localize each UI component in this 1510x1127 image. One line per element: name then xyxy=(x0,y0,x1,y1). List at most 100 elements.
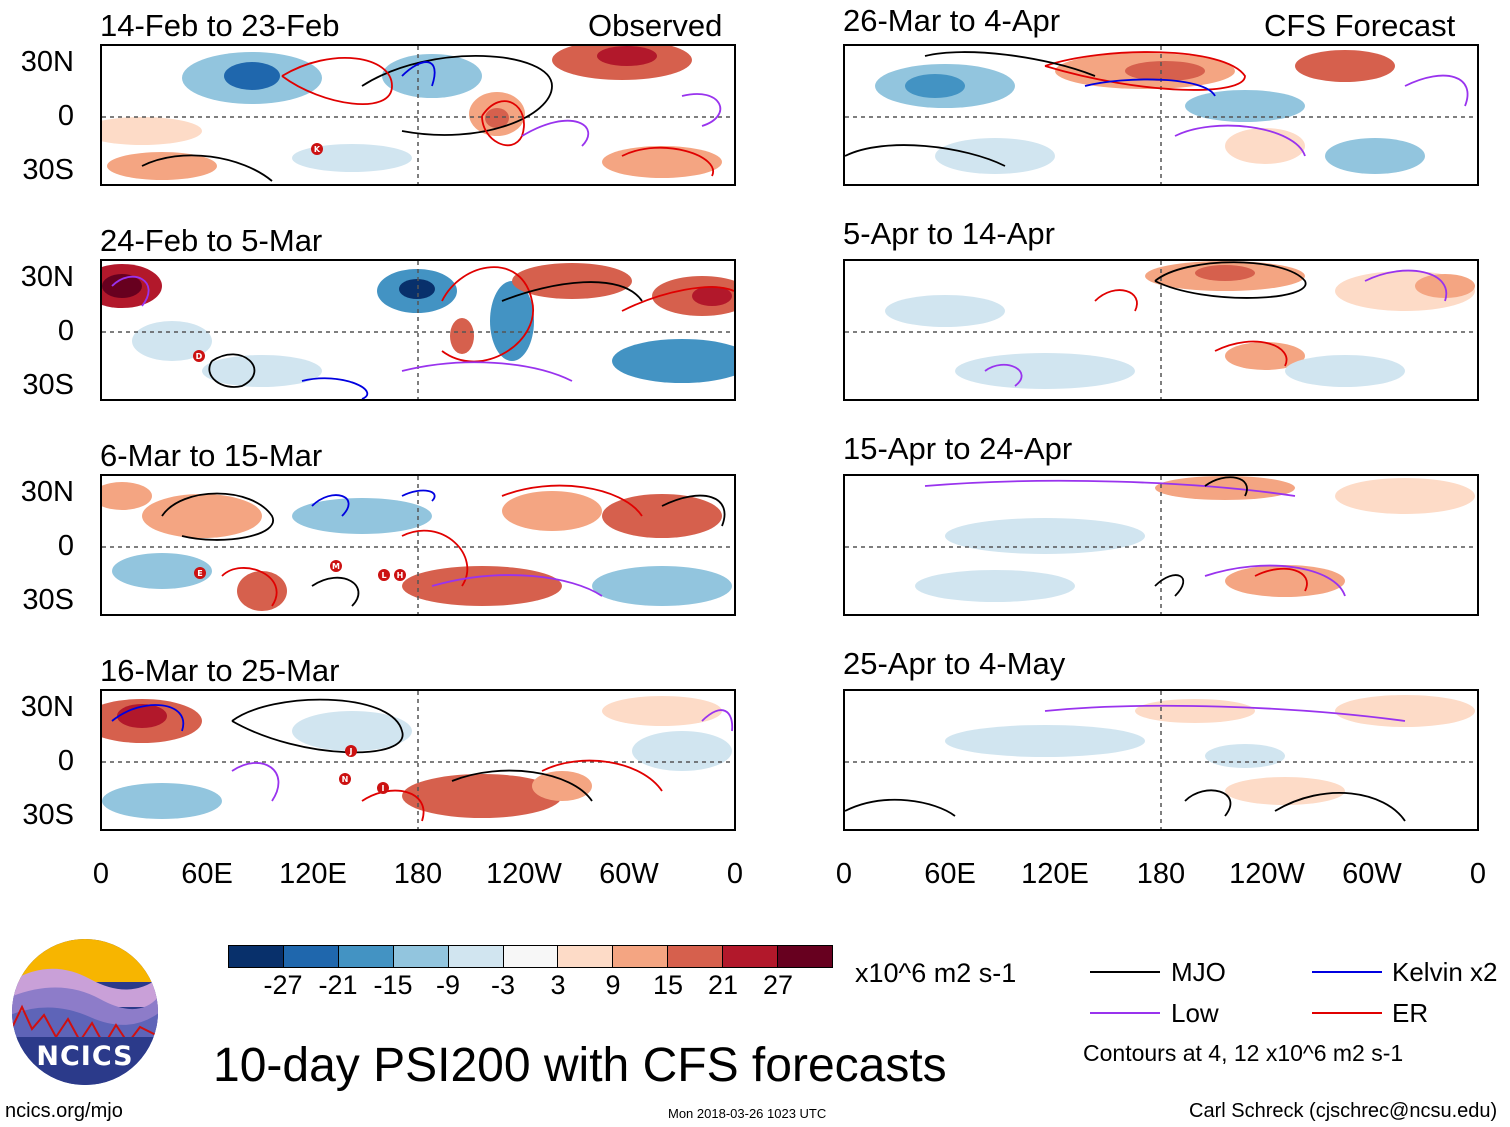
map-panel-2: D xyxy=(100,259,736,401)
colorbar-tick-label: 15 xyxy=(652,970,684,1000)
colorbar-tick-label: -15 xyxy=(373,970,413,1000)
lat-label-eq: 0 xyxy=(57,100,74,132)
storm-marker xyxy=(394,569,406,581)
colorbar-swatch xyxy=(557,946,613,967)
map-panel-4: J N I xyxy=(100,689,736,831)
legend-line-kelvin xyxy=(1312,971,1382,973)
storm-marker xyxy=(311,143,323,155)
panel-title-3: 6-Mar to 15-Mar xyxy=(100,438,323,473)
lon-label-180: 180 xyxy=(1136,858,1186,890)
colorbar-swatch xyxy=(392,946,448,967)
colorbar-swatch xyxy=(229,946,283,967)
colorbar-units: x10^6 m2 s-1 xyxy=(855,958,1017,988)
storm-marker xyxy=(194,567,206,579)
map-panel-1: K xyxy=(100,44,736,186)
legend-label-low: Low xyxy=(1171,998,1219,1028)
lon-label-60e: 60E xyxy=(924,858,976,890)
lon-label-60w: 60W xyxy=(1342,858,1402,890)
main-title: 10-day PSI200 with CFS forecasts xyxy=(213,1039,947,1092)
ncics-logo: NCICS xyxy=(10,937,160,1087)
lon-label-0: 0 xyxy=(726,858,744,890)
colorbar-swatch xyxy=(722,946,778,967)
lon-label-0: 0 xyxy=(92,858,110,890)
colorbar-swatch xyxy=(502,946,558,967)
logo-text: NCICS xyxy=(36,1041,133,1072)
storm-marker-label: N xyxy=(342,775,349,784)
lon-label-120e: 120E xyxy=(1021,858,1089,890)
panel-title-5: 26-Mar to 4-Apr xyxy=(843,3,1061,38)
storm-marker xyxy=(193,350,205,362)
storm-marker-label: D xyxy=(196,352,203,361)
storm-marker-label: K xyxy=(314,145,321,154)
cfs-forecast-label: CFS Forecast xyxy=(1264,8,1456,43)
colorbar-tick-label: -9 xyxy=(435,970,460,1000)
panel-title-7: 15-Apr to 24-Apr xyxy=(843,431,1073,466)
lat-label-30s: 30S xyxy=(22,369,74,401)
lon-label-180: 180 xyxy=(393,858,443,890)
colorbar-swatch xyxy=(777,946,832,967)
lon-label-0: 0 xyxy=(835,858,853,890)
lat-label-eq: 0 xyxy=(57,530,74,562)
lat-label-30n: 30N xyxy=(20,476,74,508)
storm-marker-label: L xyxy=(381,571,386,580)
lon-label-120w: 120W xyxy=(486,858,562,890)
colorbar xyxy=(228,945,833,968)
storm-marker-label: M xyxy=(332,562,340,571)
observed-label: Observed xyxy=(588,8,723,43)
panel-title-2: 24-Feb to 5-Mar xyxy=(100,223,323,258)
storm-marker xyxy=(377,782,389,794)
lat-label-30n: 30N xyxy=(20,261,74,293)
storm-marker xyxy=(345,745,357,757)
lon-label-120e: 120E xyxy=(279,858,347,890)
colorbar-tick-label: 27 xyxy=(762,970,794,1000)
colorbar-tick-label: -27 xyxy=(263,970,303,1000)
map-panel-7 xyxy=(843,474,1479,616)
panel-title-6: 5-Apr to 14-Apr xyxy=(843,216,1055,251)
colorbar-tick-label: 9 xyxy=(605,970,621,1000)
footer-url: ncics.org/mjo xyxy=(5,1100,123,1122)
storm-marker xyxy=(339,773,351,785)
legend-line-er xyxy=(1312,1012,1382,1014)
lat-label-30n: 30N xyxy=(20,46,74,78)
lat-label-30s: 30S xyxy=(22,154,74,186)
footer-timestamp: Mon 2018-03-26 1023 UTC xyxy=(668,1106,827,1121)
lat-label-eq: 0 xyxy=(57,745,74,777)
panel-title-1: 14-Feb to 23-Feb xyxy=(100,8,340,43)
lon-label-120w: 120W xyxy=(1229,858,1305,890)
colorbar-tick-label: -21 xyxy=(318,970,358,1000)
lon-label-60e: 60E xyxy=(181,858,233,890)
colorbar-swatch xyxy=(337,946,393,967)
panel-title-8: 25-Apr to 4-May xyxy=(843,646,1066,681)
legend-label-er: ER xyxy=(1392,998,1429,1028)
lat-label-30s: 30S xyxy=(22,799,74,831)
storm-marker-label: J xyxy=(349,747,353,756)
map-panel-3: E M L H xyxy=(100,474,736,616)
storm-marker-label: H xyxy=(397,571,404,580)
map-panel-5 xyxy=(843,44,1479,186)
colorbar-swatch xyxy=(667,946,723,967)
colorbar-swatch xyxy=(447,946,503,967)
contour-note: Contours at 4, 12 x10^6 m2 s-1 xyxy=(1083,1040,1404,1066)
colorbar-swatch xyxy=(612,946,668,967)
panel-title-4: 16-Mar to 25-Mar xyxy=(100,653,340,688)
legend-line-mjo xyxy=(1090,971,1160,973)
lat-label-30s: 30S xyxy=(22,584,74,616)
footer-credit: Carl Schreck (cjschrec@ncsu.edu) xyxy=(1189,1100,1498,1122)
legend-label-kelvin: Kelvin x2 xyxy=(1392,957,1498,987)
storm-marker-label: E xyxy=(197,569,202,578)
colorbar-tick-label: -3 xyxy=(490,970,515,1000)
legend-line-low xyxy=(1090,1012,1160,1014)
lat-label-30n: 30N xyxy=(20,691,74,723)
colorbar-tick-label: 3 xyxy=(550,970,566,1000)
storm-marker-label: I xyxy=(382,784,385,793)
storm-marker xyxy=(330,560,342,572)
legend-label-mjo: MJO xyxy=(1171,957,1226,987)
storm-marker xyxy=(378,569,390,581)
lon-label-60w: 60W xyxy=(599,858,659,890)
lat-label-eq: 0 xyxy=(57,315,74,347)
lon-label-0: 0 xyxy=(1469,858,1487,890)
colorbar-swatch xyxy=(282,946,338,967)
colorbar-tick-label: 21 xyxy=(707,970,739,1000)
map-panel-8 xyxy=(843,689,1479,831)
map-panel-6 xyxy=(843,259,1479,401)
